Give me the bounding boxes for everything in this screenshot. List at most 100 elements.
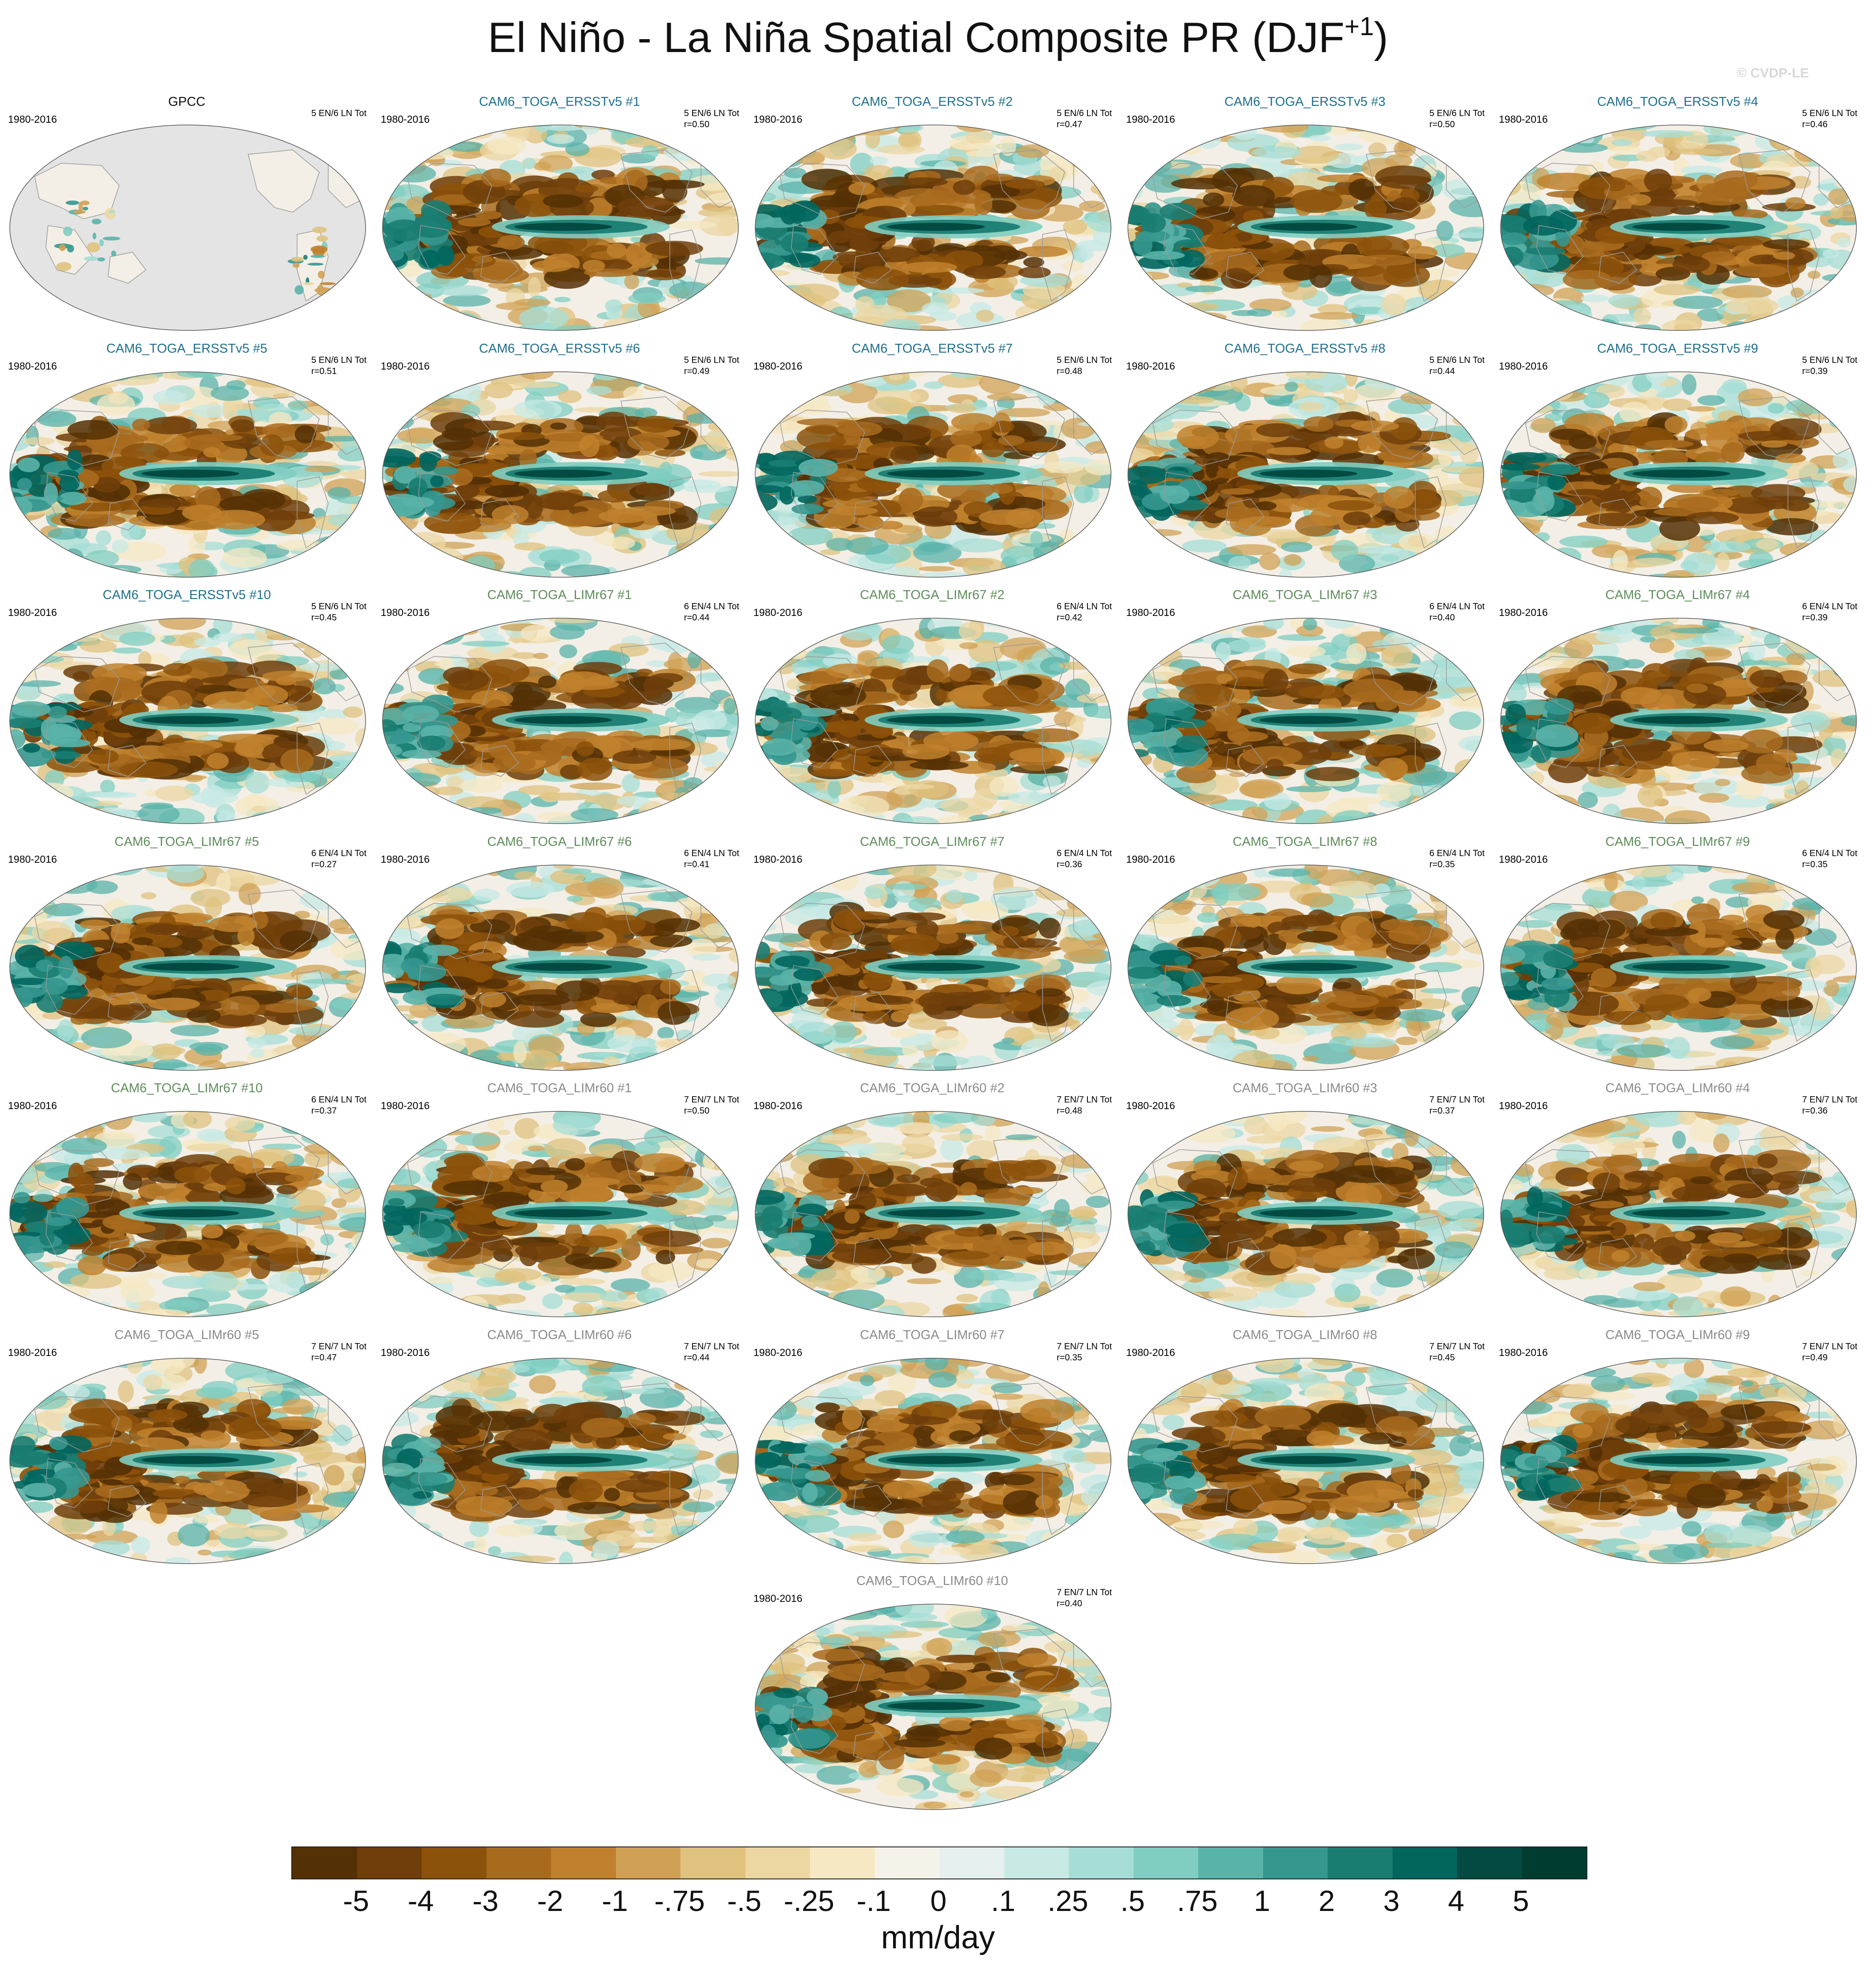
map-svg xyxy=(9,125,366,331)
panel-period: 1980-2016 xyxy=(8,360,57,372)
panel-event-counts: 6 EN/4 LN Tot r=0.35 xyxy=(1802,848,1857,870)
panel-period: 1980-2016 xyxy=(8,853,57,865)
panel-title: CAM6_TOGA_LIMr60 #4 xyxy=(1605,1081,1750,1095)
map-border xyxy=(755,1358,1111,1564)
panel-event-counts: 7 EN/7 LN Tot r=0.50 xyxy=(684,1094,739,1117)
map-panel: CAM6_TOGA_LIMr60 #7 1980-2016 7 EN/7 LN To… xyxy=(750,1329,1115,1569)
map-field xyxy=(1501,1358,1856,1564)
map-field xyxy=(755,1358,1111,1564)
panel-counts-text: 7 EN/7 LN Tot xyxy=(1056,1342,1112,1352)
panel-period: 1980-2016 xyxy=(381,607,430,618)
map-field xyxy=(10,125,366,330)
panel-period: 1980-2016 xyxy=(753,1593,802,1604)
map-svg xyxy=(1500,371,1857,578)
panel-counts-text: 5 EN/6 LN Tot xyxy=(1056,355,1112,365)
map-border xyxy=(755,1111,1111,1317)
panel-correlation: r=0.48 xyxy=(1056,366,1083,376)
colorbar-tick-label: .75 xyxy=(1177,1884,1218,1917)
panel-title: CAM6_TOGA_ERSSTv5 #6 xyxy=(479,342,640,356)
panel-period: 1980-2016 xyxy=(8,607,57,618)
map-field xyxy=(1501,618,1856,824)
panel-counts-text: 6 EN/4 LN Tot xyxy=(1429,602,1485,611)
map-border xyxy=(1500,1358,1857,1564)
colorbar-tick-label: 3 xyxy=(1383,1884,1400,1917)
panel-correlation: r=0.45 xyxy=(1429,1353,1455,1363)
panel-event-counts: 5 EN/6 LN Tot r=0.49 xyxy=(684,355,739,377)
panel-event-counts: 6 EN/4 LN Tot r=0.37 xyxy=(311,1094,366,1117)
panel-counts-text: 7 EN/7 LN Tot xyxy=(1056,1588,1112,1597)
map-border xyxy=(1500,618,1857,824)
panel-title: CAM6_TOGA_LIMr60 #7 xyxy=(860,1328,1005,1342)
map-field xyxy=(1501,372,1856,577)
colorbar-swatch xyxy=(486,1847,551,1878)
map-field xyxy=(10,1358,366,1564)
panel-period: 1980-2016 xyxy=(1499,1100,1548,1111)
panel-title: CAM6_TOGA_LIMr67 #4 xyxy=(1605,588,1750,602)
map-border xyxy=(382,865,739,1071)
map-border xyxy=(9,371,366,578)
colorbar-tick-label: -.5 xyxy=(727,1884,762,1917)
panel-correlation: r=0.49 xyxy=(684,366,710,376)
panel-title: CAM6_TOGA_LIMr60 #2 xyxy=(860,1081,1005,1095)
panel-counts-text: 6 EN/4 LN Tot xyxy=(684,849,739,858)
map-panel: CAM6_TOGA_ERSSTv5 #8 1980-2016 5 EN/6 LN T… xyxy=(1123,342,1487,583)
panel-title: CAM6_TOGA_ERSSTv5 #4 xyxy=(1597,95,1759,109)
colorbar-swatch xyxy=(745,1847,810,1878)
panel-correlation: r=0.37 xyxy=(1429,1106,1455,1116)
map-field xyxy=(382,1358,738,1564)
map-svg xyxy=(755,1358,1111,1564)
panel-event-counts: 7 EN/7 LN Tot r=0.40 xyxy=(1057,1587,1112,1609)
panel-period: 1980-2016 xyxy=(381,113,430,125)
panel-correlation: r=0.27 xyxy=(311,860,337,869)
panel-title: CAM6_TOGA_ERSSTv5 #9 xyxy=(1597,342,1759,356)
panel-event-counts: 5 EN/6 LN Tot r=0.50 xyxy=(1429,108,1485,130)
map-border xyxy=(755,618,1111,824)
figure-title: El Niño - La Niña Spatial Composite PR (… xyxy=(0,12,1876,61)
map-field xyxy=(755,125,1111,330)
panel-counts-text: 6 EN/4 LN Tot xyxy=(1802,849,1857,858)
map-field xyxy=(755,1604,1111,1810)
panel-title: CAM6_TOGA_LIMr60 #3 xyxy=(1232,1081,1377,1095)
colorbar-tick-label: -.1 xyxy=(856,1884,891,1917)
panel-counts-text: 6 EN/4 LN Tot xyxy=(684,602,739,611)
panel-correlation: r=0.44 xyxy=(684,613,710,623)
panel-event-counts: 5 EN/6 LN Tot r=0.45 xyxy=(311,601,366,623)
colorbar-swatch xyxy=(1004,1847,1069,1878)
panel-counts-text: 6 EN/4 LN Tot xyxy=(311,849,366,858)
colorbar-swatch xyxy=(616,1847,680,1878)
colorbar-tick-label: 5 xyxy=(1513,1884,1529,1917)
panel-title: CAM6_TOGA_LIMr67 #8 xyxy=(1232,835,1377,849)
colorbar-ticks: -5 -4 -3 -2 -1 -.75 -.5 -.25 -.1 0 .1 .25 .5 .75 1 2 3 4 5 xyxy=(291,1884,1586,1919)
map-field xyxy=(755,618,1111,824)
map-border xyxy=(382,1111,739,1317)
panel-title: CAM6_TOGA_LIMr60 #9 xyxy=(1605,1328,1750,1342)
map-field xyxy=(1128,372,1484,577)
map-field xyxy=(10,618,366,824)
panel-event-counts: 5 EN/6 LN Tot r=0.47 xyxy=(1057,108,1112,130)
panel-correlation: r=0.35 xyxy=(1802,860,1828,869)
panel-counts-text: 7 EN/7 LN Tot xyxy=(1429,1342,1485,1352)
panel-title: CAM6_TOGA_LIMr67 #6 xyxy=(487,835,632,849)
panel-title: CAM6_TOGA_ERSSTv5 #1 xyxy=(479,95,640,109)
map-panel: CAM6_TOGA_ERSSTv5 #6 1980-2016 5 EN/6 LN T… xyxy=(377,342,742,583)
map-svg xyxy=(1500,865,1857,1071)
map-border xyxy=(1127,1111,1484,1317)
panel-correlation: r=0.49 xyxy=(1802,1353,1828,1363)
panel-title: CAM6_TOGA_LIMr67 #10 xyxy=(111,1081,263,1095)
colorbar xyxy=(291,1846,1587,1879)
colorbar-swatch xyxy=(1133,1847,1198,1878)
panel-period: 1980-2016 xyxy=(1499,853,1548,865)
map-field xyxy=(755,372,1111,577)
colorbar-swatch xyxy=(1392,1847,1457,1878)
map-panel: CAM6_TOGA_LIMr67 #5 1980-2016 6 EN/4 LN To… xyxy=(4,836,369,1076)
panel-title: CAM6_TOGA_ERSSTv5 #10 xyxy=(102,588,271,602)
panel-title: CAM6_TOGA_ERSSTv5 #5 xyxy=(106,342,268,356)
panel-event-counts: 6 EN/4 LN Tot r=0.44 xyxy=(684,601,739,623)
panel-correlation: r=0.39 xyxy=(1802,366,1828,376)
colorbar-swatch xyxy=(422,1847,487,1878)
map-panel: CAM6_TOGA_LIMr60 #8 1980-2016 7 EN/7 LN To… xyxy=(1123,1329,1487,1569)
map-border xyxy=(1500,865,1857,1071)
colorbar-swatch xyxy=(292,1847,357,1878)
panel-correlation: r=0.44 xyxy=(684,1353,710,1363)
map-field xyxy=(1128,865,1484,1070)
